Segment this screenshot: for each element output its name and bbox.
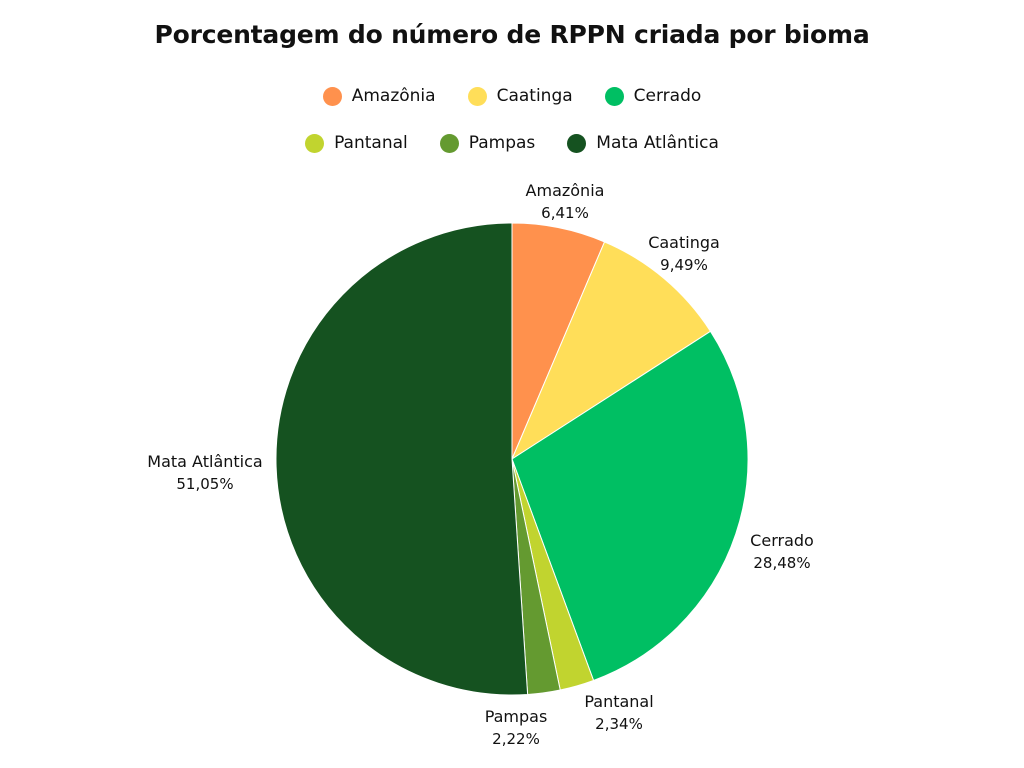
pie-slice-cerrado bbox=[511, 330, 749, 682]
legend-item-cerrado: Cerrado bbox=[604, 86, 702, 106]
pie-slice-caatinga bbox=[510, 241, 712, 461]
legend-item-amazonia: Amazônia bbox=[322, 86, 436, 106]
legend-label-cerrado: Cerrado bbox=[633, 86, 702, 106]
legend-item-caatinga: Caatinga bbox=[467, 86, 573, 106]
legend-item-pampas: Pampas bbox=[439, 133, 536, 153]
legend-swatch-mata-atlantica bbox=[567, 133, 587, 153]
slice-value-amazonia: 6,41% bbox=[541, 204, 589, 222]
legend-swatch-caatinga bbox=[467, 86, 487, 106]
slice-value-cerrado: 28,48% bbox=[753, 554, 810, 572]
legend-swatch-pampas bbox=[439, 133, 459, 153]
slice-label-cerrado: Cerrado bbox=[750, 531, 814, 550]
pie-slice-mata-atlantica bbox=[275, 222, 529, 696]
slice-value-pampas: 2,22% bbox=[492, 730, 540, 748]
legend-label-caatinga: Caatinga bbox=[496, 86, 573, 106]
slice-label-mata-atlantica: Mata Atlântica bbox=[147, 452, 262, 471]
slice-label-amazonia: Amazônia bbox=[526, 181, 605, 200]
slice-value-mata-atlantica: 51,05% bbox=[176, 475, 233, 493]
legend-label-mata-atlantica: Mata Atlântica bbox=[596, 133, 719, 153]
slice-value-pantanal: 2,34% bbox=[595, 715, 643, 733]
legend-item-pantanal: Pantanal bbox=[305, 133, 408, 153]
chart-title: Porcentagem do número de RPPN criada por… bbox=[154, 20, 870, 49]
slice-label-pampas: Pampas bbox=[485, 707, 548, 726]
legend-row-1: Amazônia Caatinga Cerrado bbox=[0, 86, 1024, 106]
legend-swatch-amazonia bbox=[322, 86, 342, 106]
legend-label-pantanal: Pantanal bbox=[334, 133, 408, 153]
slice-value-caatinga: 9,49% bbox=[660, 256, 708, 274]
slice-label-pantanal: Pantanal bbox=[584, 692, 653, 711]
legend-label-pampas: Pampas bbox=[468, 133, 536, 153]
legend-label-amazonia: Amazônia bbox=[351, 86, 436, 106]
legend-item-mata-atlantica: Mata Atlântica bbox=[567, 133, 719, 153]
slice-label-caatinga: Caatinga bbox=[648, 233, 720, 252]
legend-swatch-pantanal bbox=[305, 133, 325, 153]
legend-row-2: Pantanal Pampas Mata Atlântica bbox=[0, 133, 1024, 153]
legend-swatch-cerrado bbox=[604, 86, 624, 106]
